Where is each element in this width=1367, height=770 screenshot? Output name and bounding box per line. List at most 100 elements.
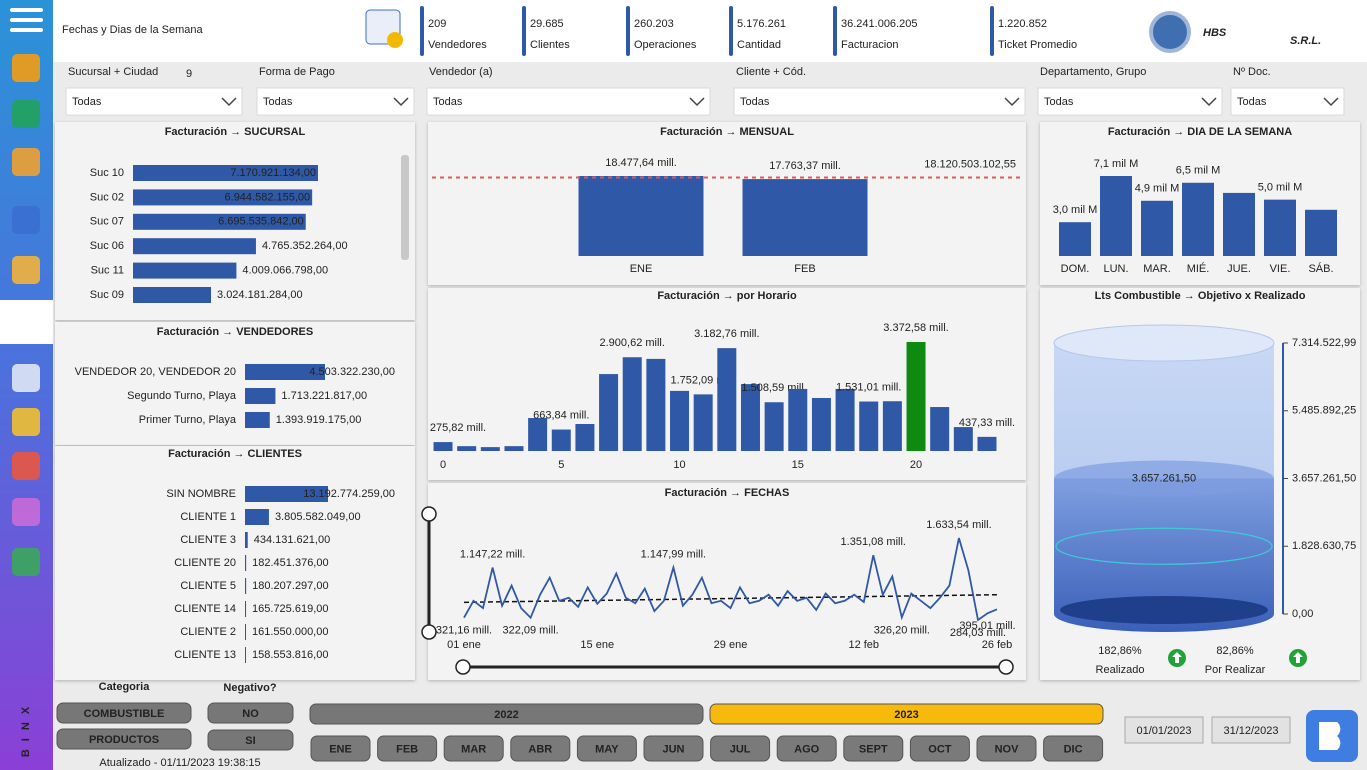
month-button[interactable] <box>710 735 771 762</box>
month-button[interactable] <box>776 735 837 762</box>
logo-suffix: S.R.L. <box>1290 35 1321 47</box>
kpi-label: Vendedores <box>428 39 487 51</box>
month-button[interactable] <box>643 735 704 762</box>
chart-title: Facturación → DIA DE LA SEMANA <box>1108 126 1292 138</box>
kpi-accent <box>990 6 994 56</box>
filter-dropdown[interactable] <box>256 87 415 116</box>
filter-dropdown[interactable] <box>733 87 1026 116</box>
y-category-label: Suc 06 <box>90 240 124 252</box>
chart-title: Facturación → MENSUAL <box>660 126 794 138</box>
value-label: 322,09 mill. <box>502 625 558 637</box>
nav-icon[interactable] <box>12 408 40 436</box>
nav-icon[interactable] <box>12 54 40 82</box>
kpi-label: Facturacion <box>841 39 898 51</box>
value-label: 395,01 mill. <box>959 620 1015 632</box>
filter-value: Todas <box>72 96 102 108</box>
year-button[interactable] <box>309 703 704 725</box>
brand-logo-glyph <box>1319 722 1341 750</box>
month-button[interactable] <box>576 735 637 762</box>
x-tick-label: 5 <box>558 459 564 471</box>
bar <box>504 446 524 451</box>
bar <box>930 407 950 451</box>
kpi-value: 209 <box>428 18 446 30</box>
negative-button[interactable] <box>207 702 294 724</box>
month-button[interactable] <box>510 735 571 762</box>
category-button-label: COMBUSTIBLE <box>84 708 165 720</box>
value-label: 1.633,54 mill. <box>926 519 991 531</box>
y-category-label: CLIENTE 14 <box>174 603 236 615</box>
bar <box>1223 192 1255 256</box>
kpi-value: 36.241.006.205 <box>841 18 917 30</box>
nav-icon[interactable] <box>12 306 40 334</box>
slider-handle[interactable] <box>998 659 1014 675</box>
nav-icon[interactable] <box>12 148 40 176</box>
bar <box>788 388 808 451</box>
category-button[interactable] <box>56 702 192 724</box>
bar <box>977 436 997 451</box>
x-category-label: MAR. <box>1143 263 1171 275</box>
value-label: 1.713.221.817,00 <box>281 390 367 402</box>
nav-icon[interactable] <box>12 256 40 284</box>
bar <box>906 342 926 451</box>
x-tick-label: 01 ene <box>447 639 481 651</box>
month-button-label: NOV <box>995 743 1020 755</box>
month-button-label: JUN <box>662 743 684 755</box>
bar <box>882 401 902 451</box>
y-category-label: Suc 09 <box>90 289 124 301</box>
scrollbar[interactable] <box>401 155 409 260</box>
slider-handle[interactable] <box>421 506 437 522</box>
month-button[interactable] <box>443 735 504 762</box>
nav-icon[interactable] <box>12 206 40 234</box>
nav-icon[interactable] <box>12 498 40 526</box>
bar <box>245 601 247 617</box>
y-category-label: Suc 02 <box>90 191 124 203</box>
filter-dropdown[interactable] <box>1037 87 1223 116</box>
value-label: 437,33 mill. <box>959 417 1015 429</box>
month-button[interactable] <box>843 735 904 762</box>
month-button[interactable] <box>310 735 371 762</box>
month-button[interactable] <box>976 735 1037 762</box>
date-box[interactable] <box>1211 716 1291 744</box>
filter-dropdown[interactable] <box>65 87 243 116</box>
bar <box>245 486 328 502</box>
value-label: 165.725.619,00 <box>252 603 328 615</box>
value-label: 6.944.582.155,00 <box>225 191 311 203</box>
month-button[interactable] <box>909 735 970 762</box>
value-label: 158.553.816,00 <box>252 649 328 661</box>
negative-button[interactable] <box>207 729 294 751</box>
slider-handle[interactable] <box>455 659 471 675</box>
x-category-label: SÁB. <box>1308 262 1333 275</box>
filter-dropdown[interactable] <box>1230 87 1345 116</box>
x-category-label: MIÉ. <box>1187 262 1210 275</box>
nav-icon[interactable] <box>12 100 40 128</box>
value-label: 6,5 mil M <box>1176 165 1221 177</box>
value-label: 284,03 mill. <box>950 627 1006 639</box>
nav-icon[interactable] <box>12 452 40 480</box>
menu-line <box>10 28 43 32</box>
category-button[interactable] <box>56 728 192 750</box>
value-label: 3.805.582.049,00 <box>275 511 361 523</box>
x-tick-label: 15 <box>792 459 804 471</box>
tank-fill <box>1054 478 1274 632</box>
date-box[interactable] <box>1124 716 1204 744</box>
nav-icon[interactable] <box>12 548 40 576</box>
x-tick-label: 0 <box>440 459 446 471</box>
nav-icon[interactable] <box>12 364 40 392</box>
y-category-label: CLIENTE 2 <box>180 626 236 638</box>
menu-line <box>10 8 43 12</box>
y-tick-label: 0,00 <box>1292 608 1313 620</box>
month-button[interactable] <box>1043 735 1104 762</box>
value-label: 17.763,37 mill. <box>769 160 841 172</box>
year-button[interactable] <box>709 703 1104 725</box>
filter-dropdown[interactable] <box>426 87 711 116</box>
y-category-label: Suc 07 <box>90 216 124 228</box>
month-button[interactable] <box>377 735 438 762</box>
slider-handle[interactable] <box>421 624 437 640</box>
y-tick-label: 1.828.630,75 <box>1292 540 1356 552</box>
bar <box>1305 209 1337 256</box>
trend-line <box>463 593 998 604</box>
refresh-icon[interactable] <box>1149 11 1191 53</box>
menu-icon[interactable] <box>10 8 43 32</box>
menu-line <box>10 18 43 22</box>
